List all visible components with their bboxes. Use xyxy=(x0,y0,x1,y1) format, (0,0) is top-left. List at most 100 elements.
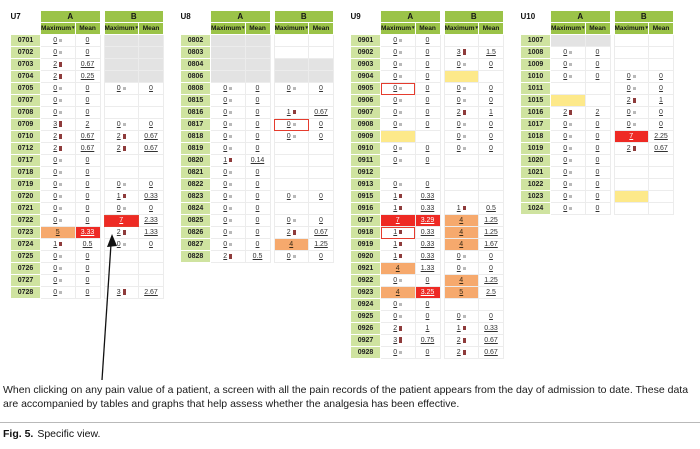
maximum-column-header[interactable]: Maximum▾ xyxy=(210,21,246,36)
pain-value[interactable]: 4 xyxy=(459,277,464,285)
pain-value[interactable]: 0 xyxy=(116,85,121,93)
pain-value-cell[interactable]: 0 xyxy=(138,238,164,252)
pain-value-cell[interactable]: 1 xyxy=(210,154,246,168)
pain-value[interactable]: 0.75 xyxy=(420,337,435,345)
pain-value[interactable]: 0 xyxy=(595,73,600,81)
pain-value[interactable]: 0 xyxy=(223,193,228,201)
pain-value[interactable]: 0 xyxy=(286,133,291,141)
pain-value-cell[interactable]: 0 xyxy=(138,82,164,96)
pain-value-cell[interactable]: 0.75 xyxy=(414,334,441,348)
pain-value[interactable]: 0 xyxy=(85,217,90,225)
pain-value[interactable]: 0 xyxy=(286,253,291,261)
pain-value-cell[interactable]: 0 xyxy=(380,106,416,120)
pain-value[interactable]: 0 xyxy=(595,49,600,57)
pain-value-cell[interactable]: 0 xyxy=(414,106,441,120)
pain-value[interactable]: 0 xyxy=(393,121,398,129)
pain-value[interactable]: 0 xyxy=(489,121,493,129)
pain-value[interactable]: 0 xyxy=(425,85,430,93)
pain-value[interactable]: 0 xyxy=(53,181,58,189)
pain-value[interactable]: 0 xyxy=(595,61,600,69)
pain-value[interactable]: 0 xyxy=(659,109,663,117)
pain-value[interactable]: 1.25 xyxy=(484,229,498,237)
pain-value-cell[interactable]: 0.14 xyxy=(244,154,271,168)
pain-value-cell[interactable]: 0 xyxy=(308,214,334,228)
pain-value[interactable]: 0 xyxy=(149,85,153,93)
pain-value-cell[interactable]: 0 xyxy=(414,70,441,84)
pain-value[interactable]: 2 xyxy=(456,349,461,357)
pain-value-cell[interactable]: 0 xyxy=(74,34,101,48)
pain-value-cell[interactable]: 0.33 xyxy=(414,226,441,240)
pain-value-cell[interactable]: 0 xyxy=(273,190,309,204)
pain-value[interactable]: 0 xyxy=(425,61,430,69)
pain-value[interactable]: 2.67 xyxy=(144,289,158,297)
pain-value[interactable]: 0.25 xyxy=(80,73,95,81)
filter-dropdown-icon[interactable]: ▾ xyxy=(241,25,245,31)
pain-value-cell[interactable]: 0 xyxy=(380,70,416,84)
pain-value-cell[interactable]: 0 xyxy=(550,166,586,180)
pain-value[interactable]: 0.67 xyxy=(80,61,95,69)
pain-value[interactable]: 0 xyxy=(393,49,398,57)
pain-value-cell[interactable]: 0 xyxy=(414,142,441,156)
pain-value[interactable]: 0 xyxy=(393,97,398,105)
pain-value[interactable]: 0 xyxy=(393,277,398,285)
mean-column-header[interactable]: Mean xyxy=(414,21,441,36)
pain-value-cell[interactable]: 0 xyxy=(103,82,139,96)
pain-value-cell[interactable]: 1 xyxy=(103,190,139,204)
pain-value-cell[interactable]: 0 xyxy=(584,46,611,60)
pain-value[interactable]: 3 xyxy=(116,289,121,297)
pain-value-cell[interactable]: 0 xyxy=(380,154,416,168)
pain-value-cell[interactable]: 0.33 xyxy=(414,250,441,264)
pain-value-cell[interactable]: 0 xyxy=(613,106,649,120)
pain-value[interactable]: 3.25 xyxy=(420,289,435,297)
pain-value[interactable]: 0 xyxy=(53,109,58,117)
pain-value[interactable]: 1.25 xyxy=(484,217,498,225)
pain-value-cell[interactable]: 0 xyxy=(273,250,309,264)
pain-value[interactable]: 0 xyxy=(393,73,398,81)
pain-value-cell[interactable]: 0 xyxy=(584,58,611,72)
maximum-column-header[interactable]: Maximum▾ xyxy=(40,21,76,36)
pain-value[interactable]: 4 xyxy=(395,289,400,297)
pain-value[interactable]: 0 xyxy=(425,277,430,285)
pain-value-cell[interactable]: 1.67 xyxy=(478,238,504,252)
pain-value[interactable]: 0 xyxy=(255,193,260,201)
pain-value-cell[interactable]: 0 xyxy=(103,178,139,192)
pain-value-cell[interactable]: 2 xyxy=(273,226,309,240)
pain-value[interactable]: 0 xyxy=(393,37,398,45)
pain-value[interactable]: 2.5 xyxy=(486,289,496,297)
pain-value[interactable]: 2 xyxy=(456,109,461,117)
pain-value[interactable]: 0 xyxy=(456,121,461,129)
pain-value-cell[interactable]: 5 xyxy=(40,226,76,240)
pain-value[interactable]: 1 xyxy=(393,205,398,213)
pain-value[interactable]: 0 xyxy=(223,229,228,237)
pain-value[interactable]: 0 xyxy=(425,97,430,105)
pain-value-cell[interactable]: 0 xyxy=(74,262,101,276)
pain-value[interactable]: 0 xyxy=(425,73,430,81)
pain-value-cell[interactable]: 1 xyxy=(273,106,309,120)
pain-value[interactable]: 0.5 xyxy=(82,241,93,249)
pain-value[interactable]: 1.33 xyxy=(420,265,435,273)
pain-value-cell[interactable]: 0 xyxy=(244,226,271,240)
pain-value[interactable]: 1 xyxy=(393,241,398,249)
pain-value-cell[interactable]: 0 xyxy=(210,202,246,216)
pain-value[interactable]: 2 xyxy=(286,229,291,237)
pain-value-cell[interactable]: 0 xyxy=(244,202,271,216)
pain-value[interactable]: 0 xyxy=(595,157,600,165)
maximum-column-header[interactable]: Maximum▾ xyxy=(380,21,416,36)
pain-value[interactable]: 0 xyxy=(223,121,228,129)
pain-value[interactable]: 2 xyxy=(563,109,568,117)
pain-value-cell[interactable]: 0 xyxy=(443,262,479,276)
pain-value[interactable]: 0 xyxy=(456,145,461,153)
pain-value[interactable]: 0 xyxy=(425,157,430,165)
pain-value-cell[interactable]: 2 xyxy=(210,250,246,264)
pain-value[interactable]: 0 xyxy=(659,121,663,129)
pain-value[interactable]: 2 xyxy=(85,121,90,129)
pain-value-cell[interactable]: 0 xyxy=(550,202,586,216)
pain-value-cell[interactable]: 2 xyxy=(40,142,76,156)
pain-value[interactable]: 0.67 xyxy=(80,133,95,141)
pain-value-cell[interactable]: 0 xyxy=(40,250,76,264)
pain-value[interactable]: 5 xyxy=(459,289,464,297)
pain-value-cell[interactable]: 3 xyxy=(380,334,416,348)
pain-value[interactable]: 0 xyxy=(286,217,291,225)
pain-value-cell[interactable]: 2.33 xyxy=(138,214,164,228)
pain-value[interactable]: 0 xyxy=(489,253,493,261)
